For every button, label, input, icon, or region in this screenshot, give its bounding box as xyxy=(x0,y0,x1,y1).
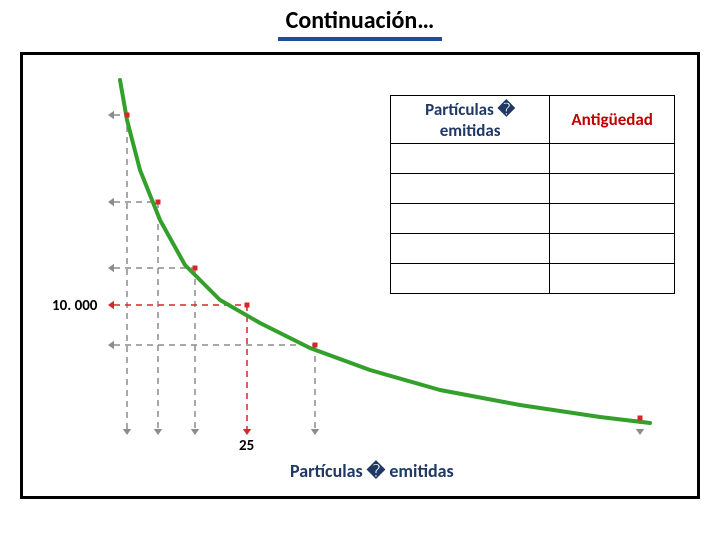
table-cell xyxy=(391,204,550,234)
x-axis-tick-label: 25 xyxy=(239,437,254,455)
table-cell xyxy=(391,234,550,264)
data-table: Partículas �emitidasAntigüedad xyxy=(390,95,675,294)
table-row xyxy=(391,144,675,174)
table-row xyxy=(391,234,675,264)
table-cell xyxy=(391,144,550,174)
x-axis-title: Partículas � emitidas xyxy=(290,460,454,482)
table-cell xyxy=(550,174,675,204)
table-header: Partículas �emitidas xyxy=(391,96,550,144)
table-cell xyxy=(391,174,550,204)
table-cell xyxy=(550,204,675,234)
table-row xyxy=(391,204,675,234)
table-cell xyxy=(550,144,675,174)
table-row xyxy=(391,174,675,204)
y-axis-label: 10. 000 xyxy=(52,297,97,315)
table-cell xyxy=(550,264,675,294)
table-cell xyxy=(391,264,550,294)
table-cell xyxy=(550,234,675,264)
table-header: Antigüedad xyxy=(550,96,675,144)
table-row xyxy=(391,264,675,294)
